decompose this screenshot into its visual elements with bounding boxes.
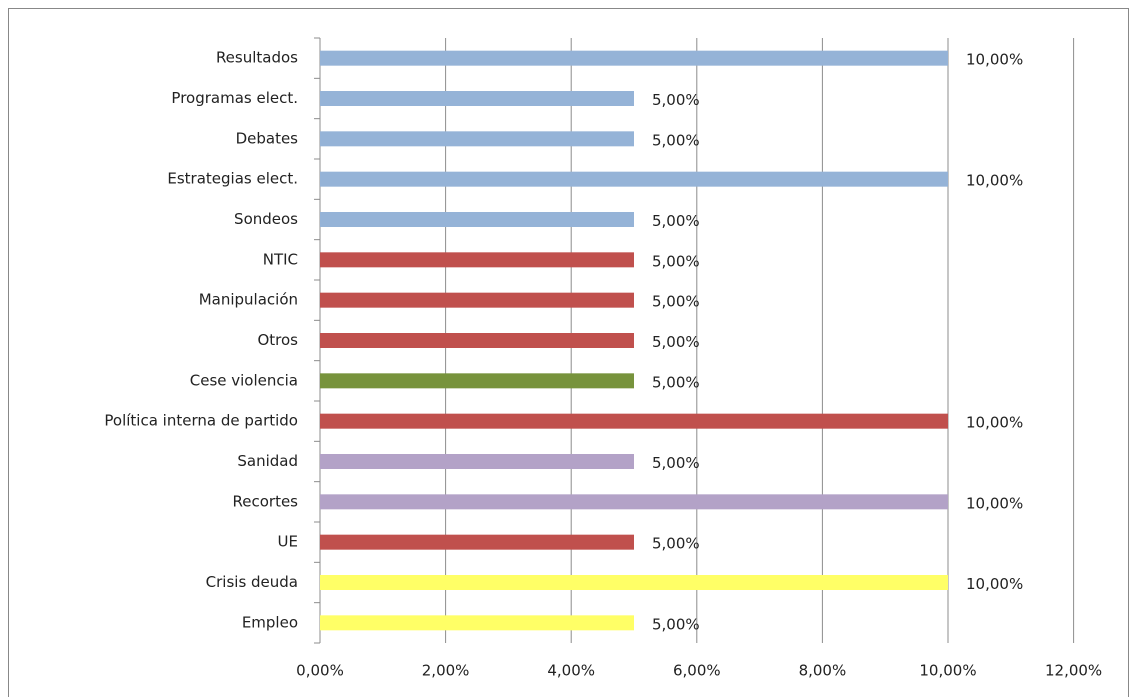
value-label: 5,00% [652, 252, 700, 270]
value-label: 10,00% [966, 414, 1023, 432]
value-label: 10,00% [966, 494, 1023, 512]
y-tick-label: Cese violencia [190, 371, 298, 389]
value-label: 10,00% [966, 51, 1023, 69]
value-label: 5,00% [652, 535, 700, 553]
bar [320, 212, 634, 227]
x-tick-label: 12,00% [1045, 662, 1102, 680]
bar [320, 333, 634, 348]
bar [320, 292, 634, 308]
bar [320, 575, 948, 590]
chart-frame [8, 8, 1129, 697]
y-tick-label: Política interna de partido [104, 412, 298, 430]
bar [320, 413, 948, 429]
value-label: 5,00% [652, 333, 700, 351]
y-tick-label: Sondeos [234, 210, 298, 228]
value-label: 5,00% [652, 91, 700, 109]
bar [320, 534, 634, 550]
y-tick-label: Sanidad [237, 452, 298, 470]
bar [320, 252, 634, 268]
y-tick-label: NTIC [263, 250, 298, 268]
y-tick-label: Otros [257, 331, 298, 349]
x-tick-label: 2,00% [422, 662, 470, 680]
x-tick-label: 4,00% [547, 662, 595, 680]
y-tick-label: Estrategias elect. [167, 170, 298, 188]
y-tick-label: Debates [236, 129, 299, 147]
bar [320, 171, 948, 187]
x-tick-label: 6,00% [673, 662, 721, 680]
value-label: 10,00% [966, 172, 1023, 190]
bar [320, 494, 948, 510]
y-tick-label: Programas elect. [171, 89, 298, 107]
value-label: 5,00% [652, 131, 700, 149]
x-tick-label: 0,00% [296, 662, 344, 680]
y-tick-label: Crisis deuda [206, 573, 298, 591]
value-label: 10,00% [966, 575, 1023, 593]
y-tick-label: Recortes [233, 492, 299, 510]
value-label: 5,00% [652, 454, 700, 472]
value-label: 5,00% [652, 373, 700, 391]
y-tick-label: Empleo [242, 613, 298, 631]
bar [320, 131, 634, 147]
x-tick-label: 8,00% [799, 662, 847, 680]
bar [320, 91, 634, 106]
value-label: 5,00% [652, 615, 700, 633]
y-tick-label: UE [278, 533, 298, 551]
value-label: 5,00% [652, 293, 700, 311]
bar [320, 615, 634, 631]
bar [320, 454, 634, 469]
y-tick-label: Manipulación [199, 291, 298, 309]
y-tick-label: Resultados [216, 49, 298, 67]
value-label: 5,00% [652, 212, 700, 230]
x-tick-label: 10,00% [919, 662, 976, 680]
bar [320, 373, 634, 389]
bar [320, 50, 948, 66]
